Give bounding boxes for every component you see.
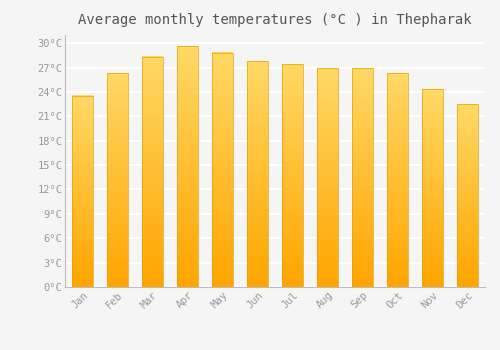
Bar xyxy=(317,68,338,287)
Bar xyxy=(352,68,373,287)
Bar xyxy=(282,64,303,287)
Bar xyxy=(142,57,163,287)
Bar xyxy=(422,90,443,287)
Bar xyxy=(177,47,198,287)
Bar xyxy=(72,96,93,287)
Bar xyxy=(247,61,268,287)
Title: Average monthly temperatures (°C ) in Thepharak: Average monthly temperatures (°C ) in Th… xyxy=(78,13,472,27)
Bar xyxy=(457,104,478,287)
Bar xyxy=(107,73,128,287)
Bar xyxy=(387,73,408,287)
Bar xyxy=(212,53,233,287)
